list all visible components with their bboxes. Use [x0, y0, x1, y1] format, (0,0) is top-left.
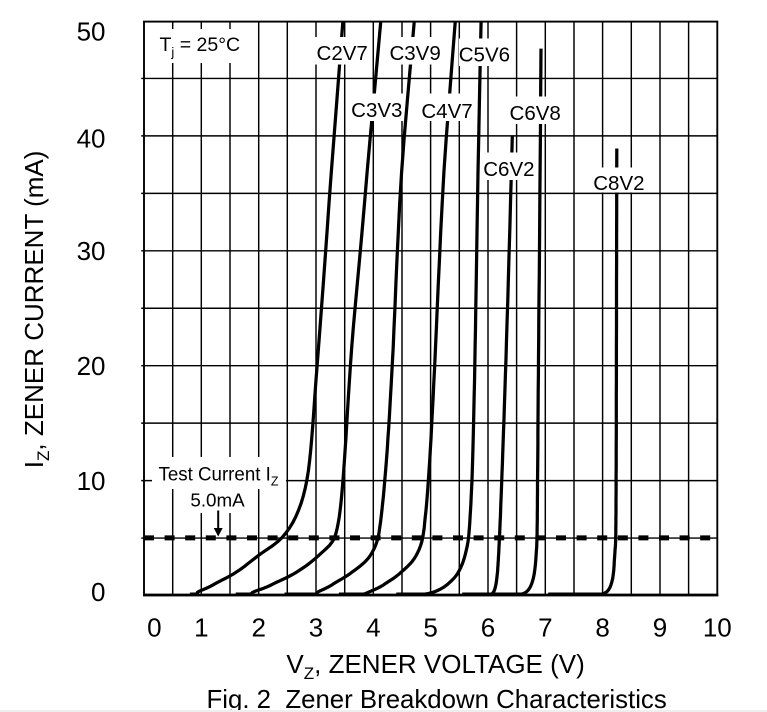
- svg-text:VZ, ZENER VOLTAGE (V): VZ, ZENER VOLTAGE (V): [286, 649, 584, 683]
- svg-text:10: 10: [77, 466, 106, 496]
- svg-text:9: 9: [653, 612, 667, 642]
- svg-text:Fig. 2 Zener Breakdown Charac: Fig. 2 Zener Breakdown Characteristics: [207, 686, 667, 712]
- svg-text:C4V7: C4V7: [421, 100, 472, 123]
- svg-text:IZ, ZENER CURRENT (mA): IZ, ZENER CURRENT (mA): [19, 151, 53, 469]
- svg-text:5: 5: [423, 612, 437, 642]
- svg-text:3: 3: [309, 612, 323, 642]
- svg-text:C6V2: C6V2: [483, 158, 534, 181]
- svg-text:20: 20: [77, 351, 106, 381]
- svg-text:C5V6: C5V6: [459, 44, 510, 67]
- svg-text:0: 0: [91, 577, 105, 607]
- svg-text:2: 2: [251, 612, 265, 642]
- svg-text:6: 6: [481, 612, 495, 642]
- svg-text:1: 1: [194, 612, 208, 642]
- svg-text:7: 7: [538, 612, 552, 642]
- svg-text:0: 0: [147, 612, 161, 642]
- svg-text:40: 40: [77, 123, 106, 153]
- svg-text:10: 10: [703, 612, 732, 642]
- svg-text:C6V8: C6V8: [510, 102, 561, 125]
- svg-text:Test Current IZ: Test Current IZ: [159, 464, 279, 489]
- svg-text:30: 30: [77, 236, 106, 266]
- svg-text:C2V7: C2V7: [317, 42, 368, 65]
- svg-text:4: 4: [366, 612, 380, 642]
- svg-text:C3V3: C3V3: [351, 99, 402, 122]
- svg-text:C3V9: C3V9: [389, 42, 440, 65]
- svg-text:5.0mA: 5.0mA: [190, 490, 245, 511]
- svg-text:C8V2: C8V2: [593, 172, 644, 195]
- svg-text:50: 50: [77, 17, 106, 47]
- svg-text:8: 8: [595, 612, 609, 642]
